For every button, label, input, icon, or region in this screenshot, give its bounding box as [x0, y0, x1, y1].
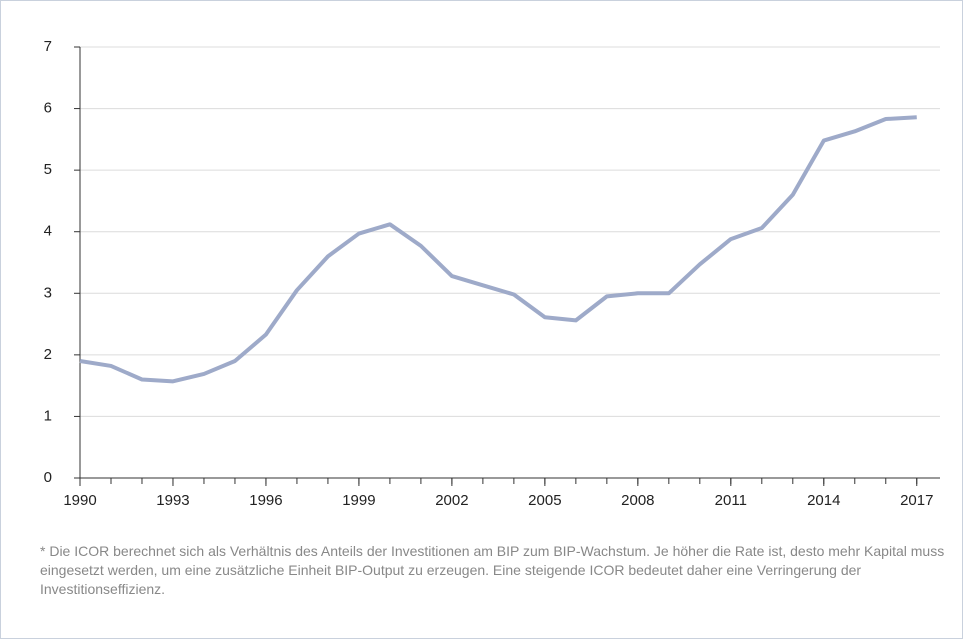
x-tick-label: 2002	[435, 492, 468, 509]
data-line	[79, 115, 917, 384]
x-tick-label: 2014	[807, 492, 840, 509]
y-tick-label: 5	[44, 161, 52, 178]
y-tick-label: 4	[44, 223, 52, 240]
x-tick-label: 2005	[528, 492, 561, 509]
x-tick-label: 2011	[715, 492, 747, 509]
x-tick-label: 1996	[249, 492, 282, 509]
y-tick-label: 2	[44, 346, 52, 363]
x-tick-label: 2017	[900, 492, 933, 509]
x-tick-label: 1999	[342, 492, 375, 509]
x-tick-label: 1990	[63, 492, 96, 509]
x-tick-label: 2008	[621, 492, 654, 509]
y-tick-label: 1	[44, 407, 52, 424]
y-tick-label: 0	[44, 469, 52, 486]
y-tick-label: 6	[44, 100, 52, 117]
footnote: * Die ICOR berechnet sich als Verhältnis…	[40, 543, 945, 597]
y-tick-label: 3	[44, 284, 52, 301]
x-tick-label: 1993	[156, 492, 189, 509]
y-tick-label: 7	[44, 38, 52, 55]
